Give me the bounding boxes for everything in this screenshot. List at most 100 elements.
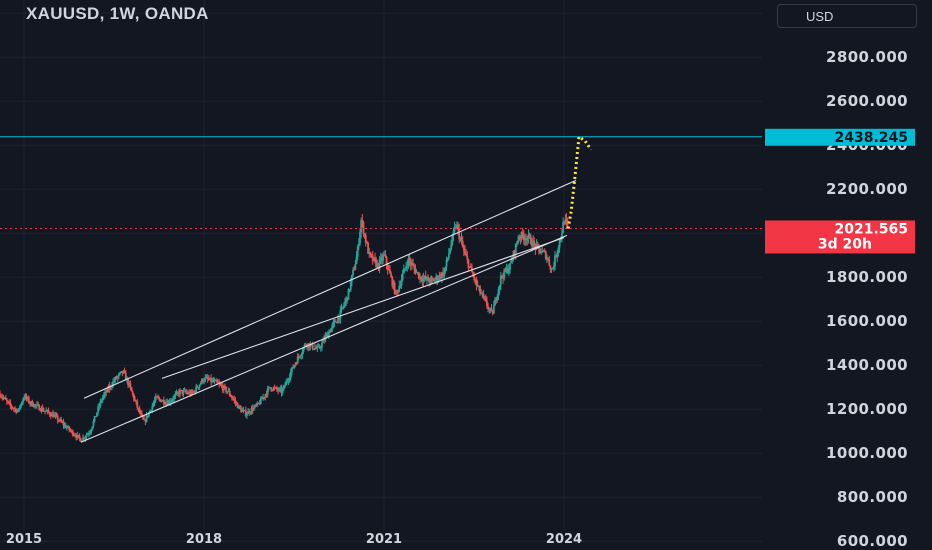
candle-body — [337, 317, 339, 323]
candle — [415, 269, 418, 274]
candle-body — [312, 348, 315, 350]
candle — [102, 392, 105, 401]
candle-body — [262, 397, 264, 400]
candle — [504, 267, 507, 273]
candle — [423, 275, 426, 283]
candle-body — [506, 268, 509, 273]
candle-body — [211, 380, 214, 383]
candle — [30, 400, 33, 407]
candle-body — [130, 387, 133, 392]
currency-button[interactable]: USD — [777, 4, 917, 28]
candle-body — [435, 276, 438, 280]
candle — [64, 422, 67, 429]
candle — [556, 249, 559, 263]
candle — [439, 272, 442, 281]
candle-body — [60, 419, 63, 422]
candle-body — [467, 259, 470, 268]
candle-body — [176, 392, 179, 394]
candle — [159, 398, 162, 403]
candle — [7, 400, 9, 405]
candle — [274, 386, 277, 389]
candle-body — [360, 220, 363, 233]
candle-body — [55, 415, 58, 417]
candle-body — [539, 248, 541, 254]
candle-body — [397, 291, 399, 293]
candle — [173, 393, 176, 403]
y-tick-label: 1600.000 — [826, 312, 908, 330]
candle-body — [256, 402, 259, 406]
candle-body — [482, 293, 485, 297]
candle-body — [449, 249, 451, 254]
candle-body — [548, 259, 551, 266]
candle — [352, 267, 354, 277]
candle — [488, 307, 491, 314]
candle-body — [521, 231, 524, 236]
y-tick-label: 600.000 — [837, 532, 908, 550]
x-tick-label: 2024 — [546, 532, 582, 547]
candle-body — [432, 279, 435, 282]
candle-body — [40, 407, 43, 411]
candle — [472, 270, 474, 278]
candle — [25, 393, 28, 402]
candle-body — [372, 257, 375, 261]
candle-body — [120, 371, 123, 373]
candle — [130, 386, 133, 392]
candle-body — [456, 225, 458, 228]
candle-body — [76, 434, 79, 438]
candle-body — [246, 414, 248, 416]
candle — [77, 434, 80, 439]
candle-body — [172, 399, 174, 401]
candle-body — [486, 300, 488, 307]
candle-body — [236, 403, 239, 409]
candle — [236, 402, 239, 409]
candle — [182, 388, 185, 398]
target-price-label: 2438.245 — [834, 130, 908, 146]
candle — [405, 261, 408, 272]
candle-body — [413, 265, 416, 269]
candle-body — [190, 391, 193, 395]
candle-body — [189, 392, 192, 395]
candle — [467, 258, 470, 272]
candle — [57, 419, 60, 423]
candle-body — [79, 438, 82, 442]
candle — [383, 250, 386, 257]
candle — [232, 395, 234, 401]
candle-body — [270, 387, 273, 390]
candle — [37, 401, 39, 407]
candle-body — [348, 289, 351, 291]
candle-body — [104, 391, 106, 395]
candle-body — [507, 269, 510, 273]
candle — [184, 388, 187, 394]
candle-body — [532, 240, 534, 247]
candle — [161, 399, 164, 402]
candle-body — [465, 253, 468, 257]
candle-body — [165, 402, 168, 404]
candle-body — [26, 397, 29, 399]
candle — [176, 390, 179, 397]
candle-body — [341, 306, 344, 308]
candle-body — [375, 259, 378, 267]
candle — [374, 252, 376, 264]
candle-body — [23, 397, 26, 400]
candle-body — [259, 398, 262, 405]
candle-body — [437, 278, 440, 281]
candle-body — [415, 271, 418, 274]
candle — [14, 405, 16, 413]
grid — [0, 0, 762, 542]
candle-body — [429, 278, 432, 283]
candle — [93, 415, 96, 423]
candle — [221, 382, 224, 394]
candle — [114, 375, 117, 384]
candle-body — [516, 242, 518, 244]
candle-body — [257, 402, 260, 404]
candle — [546, 254, 548, 264]
candle — [392, 279, 395, 290]
candle — [234, 396, 237, 407]
candle-body — [428, 280, 431, 283]
candle — [351, 274, 353, 287]
candle — [509, 263, 511, 274]
candle — [492, 300, 495, 314]
candle — [446, 257, 449, 263]
candle — [146, 415, 149, 419]
